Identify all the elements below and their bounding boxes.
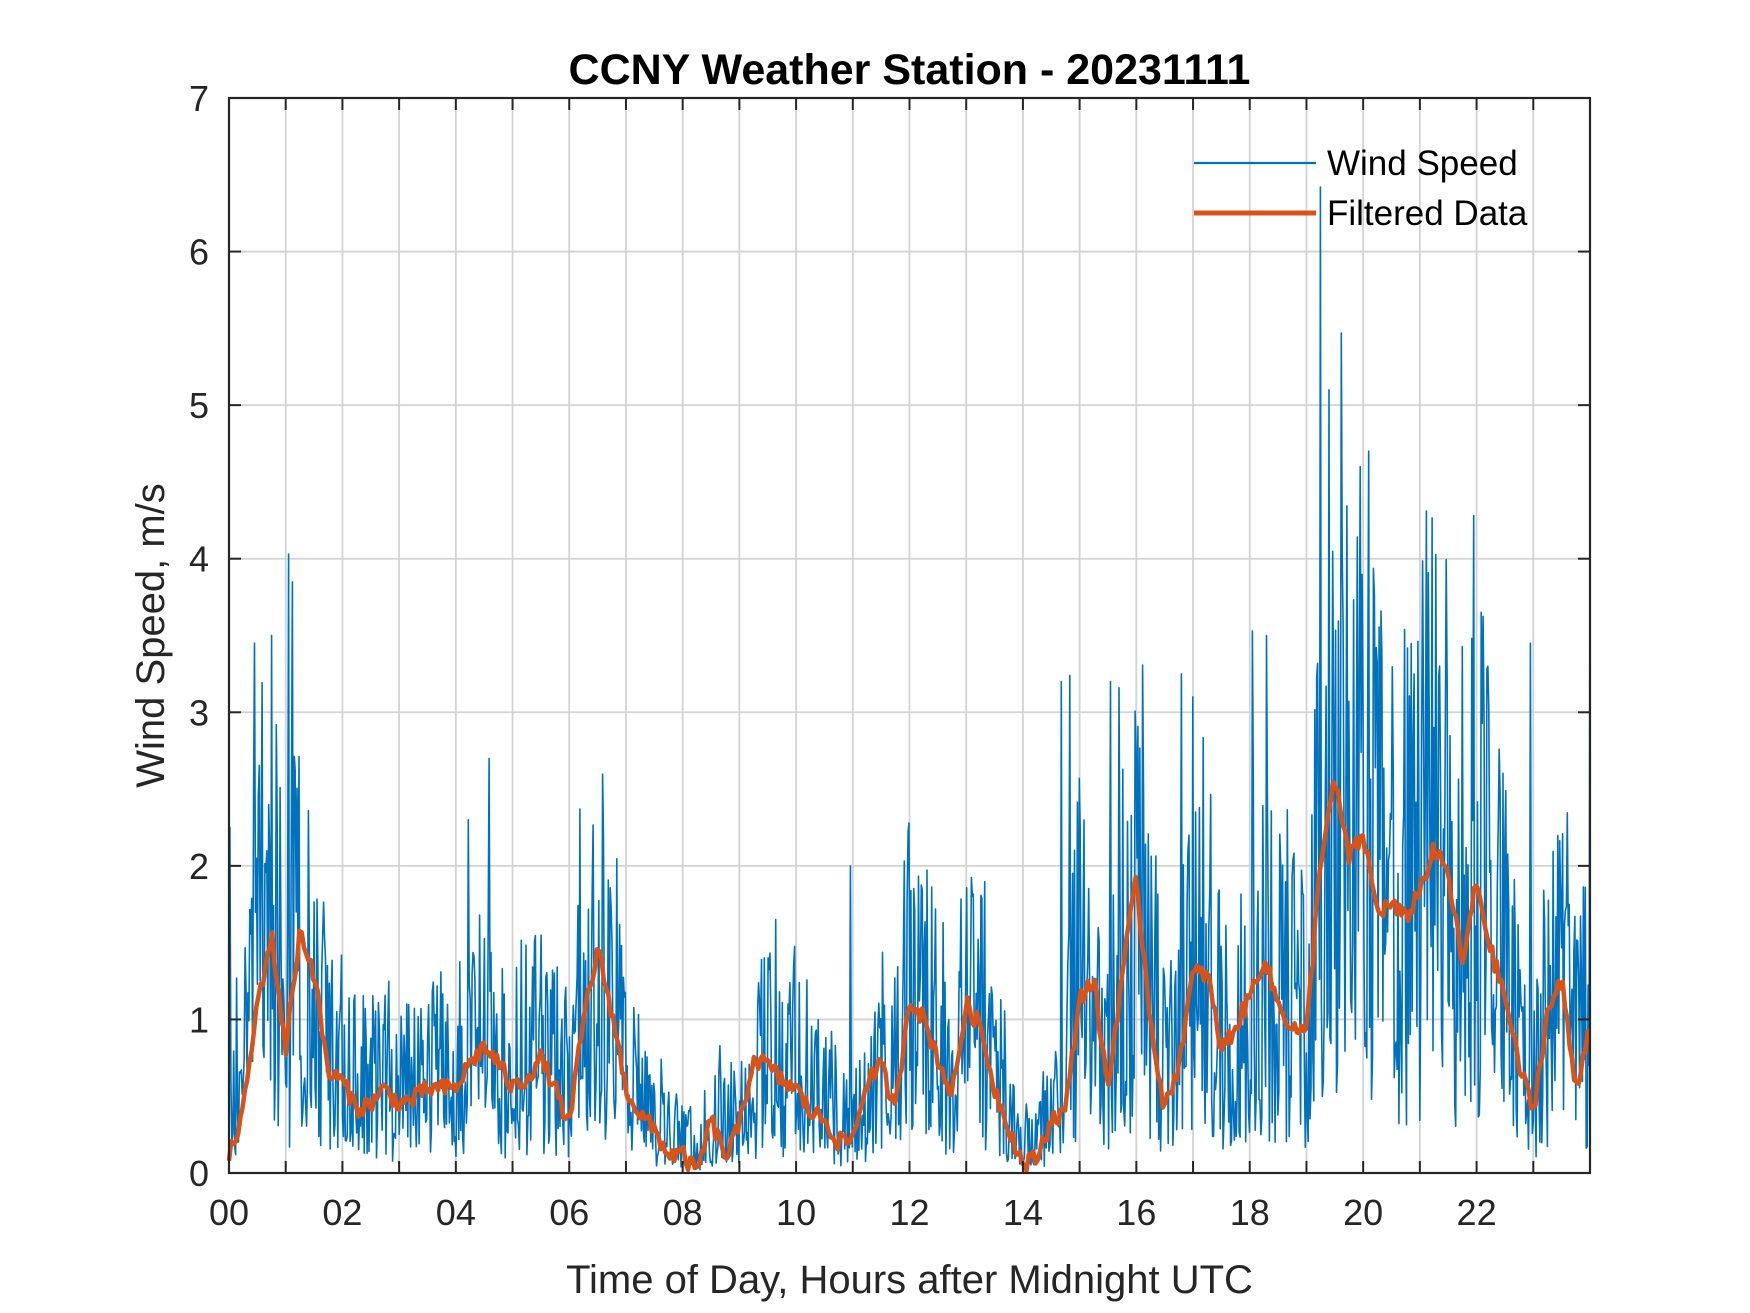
x-tick-label: 16 [1116,1192,1156,1233]
chart-title: CCNY Weather Station - 20231111 [569,46,1251,94]
x-tick-label: 20 [1343,1192,1383,1233]
x-tick-label: 02 [322,1192,362,1233]
y-tick-label: 4 [189,539,209,580]
y-tick-label: 6 [189,232,209,273]
x-axis-label: Time of Day, Hours after Midnight UTC [566,1258,1253,1302]
y-tick-label: 1 [189,999,209,1040]
x-tick-label: 18 [1230,1192,1270,1233]
y-tick-label: 5 [189,385,209,426]
y-tick-label: 2 [189,846,209,887]
legend-label-filtered-data: Filtered Data [1327,194,1528,233]
y-tick-label: 7 [189,78,209,119]
y-tick-label: 3 [189,692,209,733]
legend: Wind Speed Filtered Data [1194,144,1528,233]
series-line-wind-speed [228,186,1591,1171]
x-tick-label: 00 [209,1192,249,1233]
series-line-filtered-data [226,779,1592,1174]
x-tick-label: 10 [776,1192,816,1233]
y-tick-label: 0 [189,1153,209,1194]
x-tick-label: 08 [663,1192,703,1233]
x-tick-label: 04 [436,1192,476,1233]
x-tick-label: 22 [1457,1192,1497,1233]
series-layer [226,186,1592,1174]
x-tick-label: 06 [549,1192,589,1233]
y-axis-label: Wind Speed, m/s [129,483,173,788]
x-tick-label: 12 [889,1192,929,1233]
x-tick-label: 14 [1003,1192,1043,1233]
legend-label-wind-speed: Wind Speed [1327,144,1518,183]
plot-frame [227,96,1592,1175]
